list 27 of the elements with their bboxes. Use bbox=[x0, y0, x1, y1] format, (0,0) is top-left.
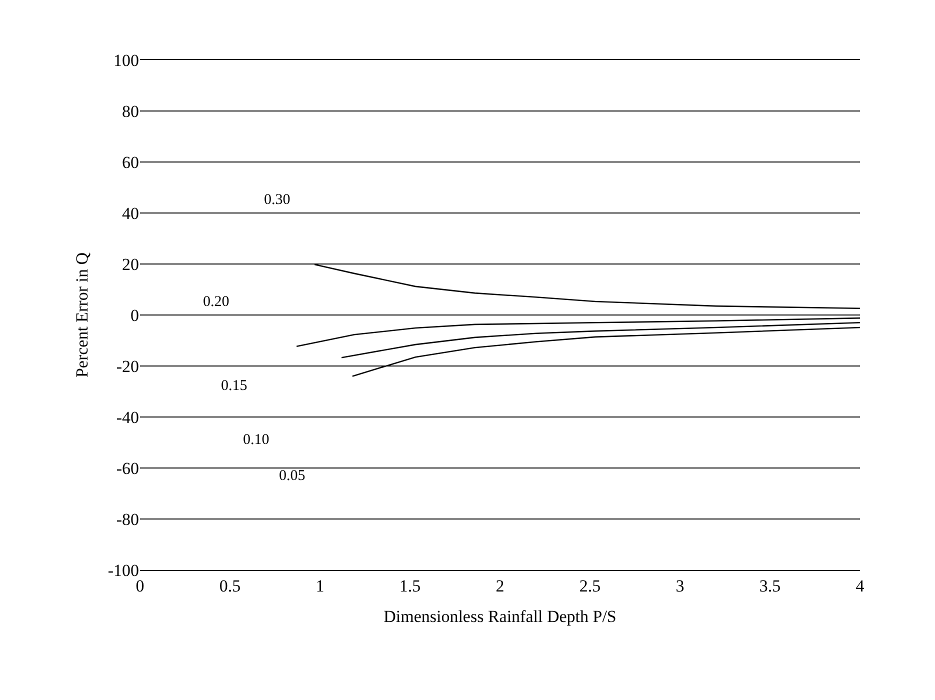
y-tick-label: 40 bbox=[122, 204, 139, 223]
x-tick-label: 1 bbox=[316, 576, 324, 596]
y-tick-label: -40 bbox=[116, 408, 139, 427]
y-tick-label: -80 bbox=[116, 510, 139, 529]
annotation: 0.15 bbox=[221, 378, 248, 394]
y-tick-label: 60 bbox=[122, 152, 139, 172]
line-series bbox=[340, 322, 860, 358]
y-tick-label: 0 bbox=[130, 306, 139, 325]
x-tick-label: 2.5 bbox=[579, 576, 601, 596]
x-tick-label: 3.5 bbox=[759, 576, 781, 596]
annotation: 0.05 bbox=[279, 468, 306, 484]
x-tick-label: 4 bbox=[856, 576, 865, 596]
x-axis-title: Dimensionless Rainfall Depth P/S bbox=[384, 606, 616, 626]
y-axis-title: Percent Error in Q bbox=[72, 252, 92, 378]
x-tick-label: 3 bbox=[676, 576, 684, 596]
y-tick-label: 100 bbox=[114, 50, 139, 70]
annotation: 0.20 bbox=[203, 294, 230, 310]
y-tick-label: -20 bbox=[116, 356, 139, 376]
annotation: 0.30 bbox=[264, 192, 290, 208]
annotation: 0.10 bbox=[243, 432, 270, 448]
y-tick-label: 80 bbox=[122, 102, 139, 121]
y-tick-label: -60 bbox=[116, 458, 139, 478]
y-tick-label: 20 bbox=[122, 254, 139, 274]
y-tick-label: -100 bbox=[108, 560, 139, 580]
x-tick-label: 1.5 bbox=[399, 576, 421, 596]
x-tick-label: 0.5 bbox=[219, 576, 241, 596]
x-tick-label: 2 bbox=[496, 576, 504, 596]
